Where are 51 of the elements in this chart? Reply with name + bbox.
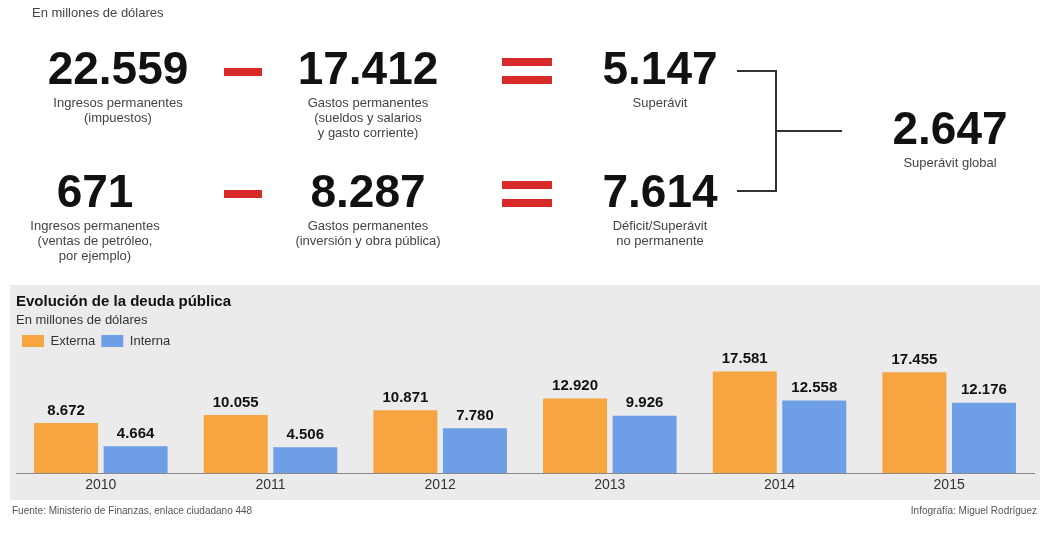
text: Superávit	[631, 95, 689, 111]
text: En millones de dólares	[32, 5, 164, 21]
text: 5.147	[601, 42, 719, 94]
data-label: 17.581	[721, 349, 768, 367]
text: 17.412	[296, 42, 440, 94]
chart-subtitle: En millones de dólares	[16, 312, 149, 328]
text: Ingresos permanentes (ventas de petróleo, por ejemplo)	[29, 218, 161, 264]
bar	[712, 371, 777, 474]
text: 22.559	[46, 42, 190, 94]
text: Ingresos permanentes (impuestos)	[52, 95, 184, 126]
bar	[882, 372, 947, 474]
x-tick-label: 2015	[933, 476, 965, 493]
data-label: 4.506	[286, 424, 325, 442]
x-tick-label: 2010	[85, 476, 117, 493]
bar	[442, 428, 507, 474]
data-label: 7.780	[456, 405, 494, 423]
text: Gastos permanentes (sueldos y salarios y gasto corriente)	[306, 95, 430, 141]
x-tick-label: 2014	[763, 476, 796, 493]
text: Gastos permanentes (inversión y obra pública)	[294, 218, 442, 249]
data-label: 10.871	[382, 388, 429, 406]
bar	[782, 400, 847, 474]
data-label: 9.926	[625, 393, 664, 411]
data-label: 12.920	[552, 376, 598, 394]
text: 671	[55, 165, 135, 217]
bar	[34, 423, 99, 474]
x-tick-label: 2012	[424, 476, 456, 493]
bar	[103, 446, 168, 474]
x-tick-label: 2013	[594, 476, 626, 493]
data-label: 17.455	[891, 349, 938, 367]
bar	[543, 398, 608, 474]
data-label: 10.055	[212, 392, 259, 410]
chart-title: Evolución de la deuda pública	[16, 292, 232, 310]
text: Infografía: Miguel Rodríguez	[910, 505, 1037, 516]
text: 8.287	[309, 165, 427, 217]
bar	[373, 410, 438, 474]
bar	[951, 402, 1016, 474]
text: Déficit/Superávit no permanente	[611, 218, 709, 249]
text: Superávit global	[902, 155, 998, 171]
bar	[203, 415, 268, 474]
bar	[273, 447, 338, 474]
data-label: 12.558	[791, 378, 838, 396]
data-label: 12.176	[961, 380, 1007, 398]
legend-label: Interna	[129, 332, 172, 348]
bar	[612, 415, 677, 474]
data-label: 4.664	[116, 423, 156, 441]
source-note: Fuente: Ministerio de Finanzas, enlace ciudadano 448	[12, 505, 253, 516]
legend-label: Externa	[50, 332, 97, 348]
text: 7.614	[601, 165, 719, 217]
x-tick-label: 2011	[255, 476, 286, 493]
data-label: 8.672	[47, 400, 85, 418]
text: 2.647	[891, 102, 1009, 154]
